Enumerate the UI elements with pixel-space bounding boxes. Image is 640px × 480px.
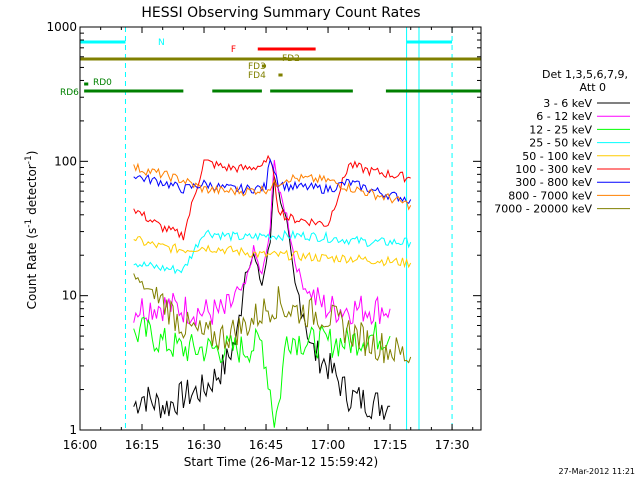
x-tick-label: 17:15 xyxy=(373,438,408,452)
flag-label-fd2: FD2 xyxy=(282,54,300,64)
x-tick-label: 16:45 xyxy=(249,438,284,452)
flag-label-fd3: FD3 xyxy=(248,62,266,72)
x-tick-label: 16:30 xyxy=(187,438,222,452)
legend-label: 100 - 300 keV xyxy=(515,163,592,176)
x-tick-label: 16:15 xyxy=(125,438,160,452)
flag-label-rd6: RD6 xyxy=(60,88,79,98)
y-tick-label: 10 xyxy=(62,289,77,303)
y-tick-label: 100 xyxy=(54,154,77,168)
series-line-6 xyxy=(133,158,412,204)
legend-label: 25 - 50 keV xyxy=(529,137,592,150)
series-line-4 xyxy=(133,235,412,269)
x-axis-label: Start Time (26-Mar-12 15:59:42) xyxy=(184,455,378,469)
y-axis-ticks: 1 10 100 1000 xyxy=(46,20,481,437)
x-tick-label: 17:00 xyxy=(311,438,346,452)
legend-label: 800 - 7000 keV xyxy=(508,189,592,202)
series-lines xyxy=(133,154,412,428)
x-tick-label: 17:30 xyxy=(435,438,470,452)
legend-label: 12 - 25 keV xyxy=(529,123,592,136)
series-line-3 xyxy=(133,229,412,275)
flag-label-f: F xyxy=(231,45,236,55)
x-tick-label: 16:00 xyxy=(63,438,98,452)
legend-label: 7000 - 20000 keV xyxy=(494,203,592,216)
legend-label: 300 - 800 keV xyxy=(515,176,592,189)
y-tick-label: 1 xyxy=(69,423,77,437)
y-axis-label: Count Rate (s-1 detector-1) xyxy=(24,151,39,310)
series-line-8 xyxy=(133,273,412,364)
chart-title: HESSI Observing Summary Count Rates xyxy=(141,5,420,21)
series-line-2 xyxy=(133,316,391,428)
timestamp: 27-Mar-2012 11:21 xyxy=(559,467,636,476)
x-axis-ticks: 16:00 16:15 16:30 16:45 17:00 17:15 17:30 xyxy=(63,27,474,452)
flag-label-fd4: FD4 xyxy=(248,71,266,81)
plot-frame xyxy=(79,26,482,431)
y-tick-label: 1000 xyxy=(46,20,77,34)
series-line-1 xyxy=(133,159,391,327)
flag-label-n: N xyxy=(158,38,165,48)
legend-label: 6 - 12 keV xyxy=(536,110,592,123)
legend-label: 50 - 100 keV xyxy=(522,150,592,163)
legend-header-line2: Att 0 xyxy=(580,81,606,94)
series-line-7 xyxy=(133,162,412,211)
legend-label: 3 - 6 keV xyxy=(543,97,592,110)
series-line-0 xyxy=(133,176,391,420)
flag-label-rd0: RD0 xyxy=(93,78,112,88)
legend-header-line1: Det 1,3,5,6,7,9, xyxy=(542,68,628,81)
